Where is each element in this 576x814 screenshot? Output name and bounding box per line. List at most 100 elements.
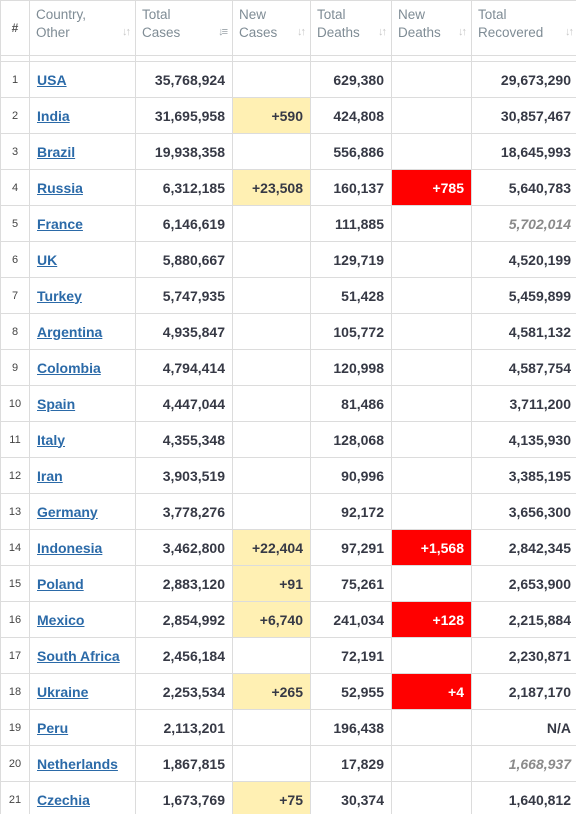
column-header-total-cases[interactable]: Total Cases ↓≡ [135,0,233,56]
table-row: 13 Germany 3,778,276 92,172 3,656,300 [0,493,576,530]
country-link[interactable]: Russia [37,179,83,196]
new-deaths-cell [391,97,472,134]
new-deaths-cell [391,745,472,782]
country-link[interactable]: UK [37,251,58,268]
column-header-total-deaths-line2: Deaths [317,25,360,40]
country-cell: UK [29,241,136,278]
column-header-new-deaths-line1: New [398,7,426,22]
column-header-country[interactable]: Country, Other ↓↑ [29,0,136,56]
new-deaths-cell [391,205,472,242]
country-link[interactable]: France [37,215,83,232]
total-recovered-cell: 3,385,195 [471,457,576,494]
country-link[interactable]: Brazil [37,143,76,160]
column-header-total-deaths-line1: Total [317,7,346,22]
total-recovered-cell: 4,587,754 [471,349,576,386]
country-cell: Turkey [29,277,136,314]
country-cell: France [29,205,136,242]
table-row: 4 Russia 6,312,185 +23,508 160,137 +785 5,640,… [0,169,576,206]
country-link[interactable]: Turkey [37,287,82,304]
total-cases-cell: 19,938,358 [135,133,233,170]
country-link[interactable]: Ukraine [37,683,89,700]
total-cases-cell: 3,462,800 [135,529,233,566]
country-link[interactable]: Mexico [37,611,85,628]
country-link[interactable]: Colombia [37,359,101,376]
country-cell: Ukraine [29,673,136,710]
country-cell: Peru [29,709,136,746]
new-deaths-cell [391,61,472,98]
rank-cell: 21 [0,781,30,814]
total-cases-cell: 1,673,769 [135,781,233,814]
new-cases-cell [232,133,311,170]
table-row: 14 Indonesia 3,462,800 +22,404 97,291 +1,568 2… [0,529,576,566]
new-deaths-cell [391,421,472,458]
country-link[interactable]: Spain [37,395,76,412]
total-deaths-cell: 105,772 [310,313,392,350]
sort-arrows-icon[interactable]: ↓↑ [122,26,131,38]
rank-cell: 7 [0,277,30,314]
rank-cell: 18 [0,673,30,710]
country-link[interactable]: Czechia [37,791,90,808]
new-deaths-cell: +785 [391,169,472,206]
table-row: 6 UK 5,880,667 129,719 4,520,199 [0,241,576,278]
new-deaths-cell [391,241,472,278]
table-row: 2 India 31,695,958 +590 424,808 30,857,467 [0,97,576,134]
total-deaths-cell: 52,955 [310,673,392,710]
sort-arrows-icon[interactable]: ↓↑ [297,26,306,38]
country-link[interactable]: Netherlands [37,755,118,772]
sort-arrows-icon[interactable]: ↓↑ [565,26,574,38]
new-cases-cell: +6,740 [232,601,311,638]
column-header-total-recovered[interactable]: Total Recovered ↓↑ [471,0,576,56]
country-link[interactable]: Iran [37,467,63,484]
country-link[interactable]: India [37,107,70,124]
country-link[interactable]: Peru [37,719,69,736]
country-link[interactable]: USA [37,71,67,88]
column-header-total-deaths[interactable]: Total Deaths ↓↑ [310,0,392,56]
total-recovered-cell: 2,230,871 [471,637,576,674]
total-cases-cell: 2,883,120 [135,565,233,602]
country-link[interactable]: Indonesia [37,539,103,556]
country-cell: USA [29,61,136,98]
total-deaths-cell: 160,137 [310,169,392,206]
rank-cell: 12 [0,457,30,494]
rank-cell: 5 [0,205,30,242]
country-cell: Brazil [29,133,136,170]
column-header-rank[interactable]: # [0,0,30,56]
column-header-total-cases-line2: Cases [142,25,181,40]
table-row: 1 USA 35,768,924 629,380 29,673,290 [0,61,576,98]
total-deaths-cell: 97,291 [310,529,392,566]
total-deaths-cell: 90,996 [310,457,392,494]
total-deaths-cell: 17,829 [310,745,392,782]
new-deaths-cell [391,133,472,170]
new-cases-cell [232,205,311,242]
country-cell: Iran [29,457,136,494]
country-link[interactable]: Poland [37,575,84,592]
table-row: 3 Brazil 19,938,358 556,886 18,645,993 [0,133,576,170]
country-link[interactable]: Germany [37,503,98,520]
table-row: 21 Czechia 1,673,769 +75 30,374 1,640,812 [0,781,576,814]
column-header-new-cases[interactable]: New Cases ↓↑ [232,0,311,56]
new-deaths-cell [391,277,472,314]
table-row: 20 Netherlands 1,867,815 17,829 1,668,937 [0,745,576,782]
total-recovered-cell: 2,215,884 [471,601,576,638]
rank-cell: 9 [0,349,30,386]
total-cases-cell: 31,695,958 [135,97,233,134]
sort-descending-icon[interactable]: ↓≡ [218,26,228,38]
total-cases-cell: 2,456,184 [135,637,233,674]
sort-arrows-icon[interactable]: ↓↑ [378,26,387,38]
country-link[interactable]: South Africa [37,647,120,664]
rank-cell: 17 [0,637,30,674]
column-header-new-deaths[interactable]: New Deaths ↓↑ [391,0,472,56]
country-cell: Poland [29,565,136,602]
total-deaths-cell: 75,261 [310,565,392,602]
total-deaths-cell: 81,486 [310,385,392,422]
total-recovered-cell: 1,640,812 [471,781,576,814]
sort-arrows-icon[interactable]: ↓↑ [458,26,467,38]
country-link[interactable]: Italy [37,431,66,448]
table-row: 18 Ukraine 2,253,534 +265 52,955 +4 2,187,170 [0,673,576,710]
new-deaths-cell [391,457,472,494]
table-row: 8 Argentina 4,935,847 105,772 4,581,132 [0,313,576,350]
total-recovered-cell: 1,668,937 [471,745,576,782]
country-link[interactable]: Argentina [37,323,103,340]
